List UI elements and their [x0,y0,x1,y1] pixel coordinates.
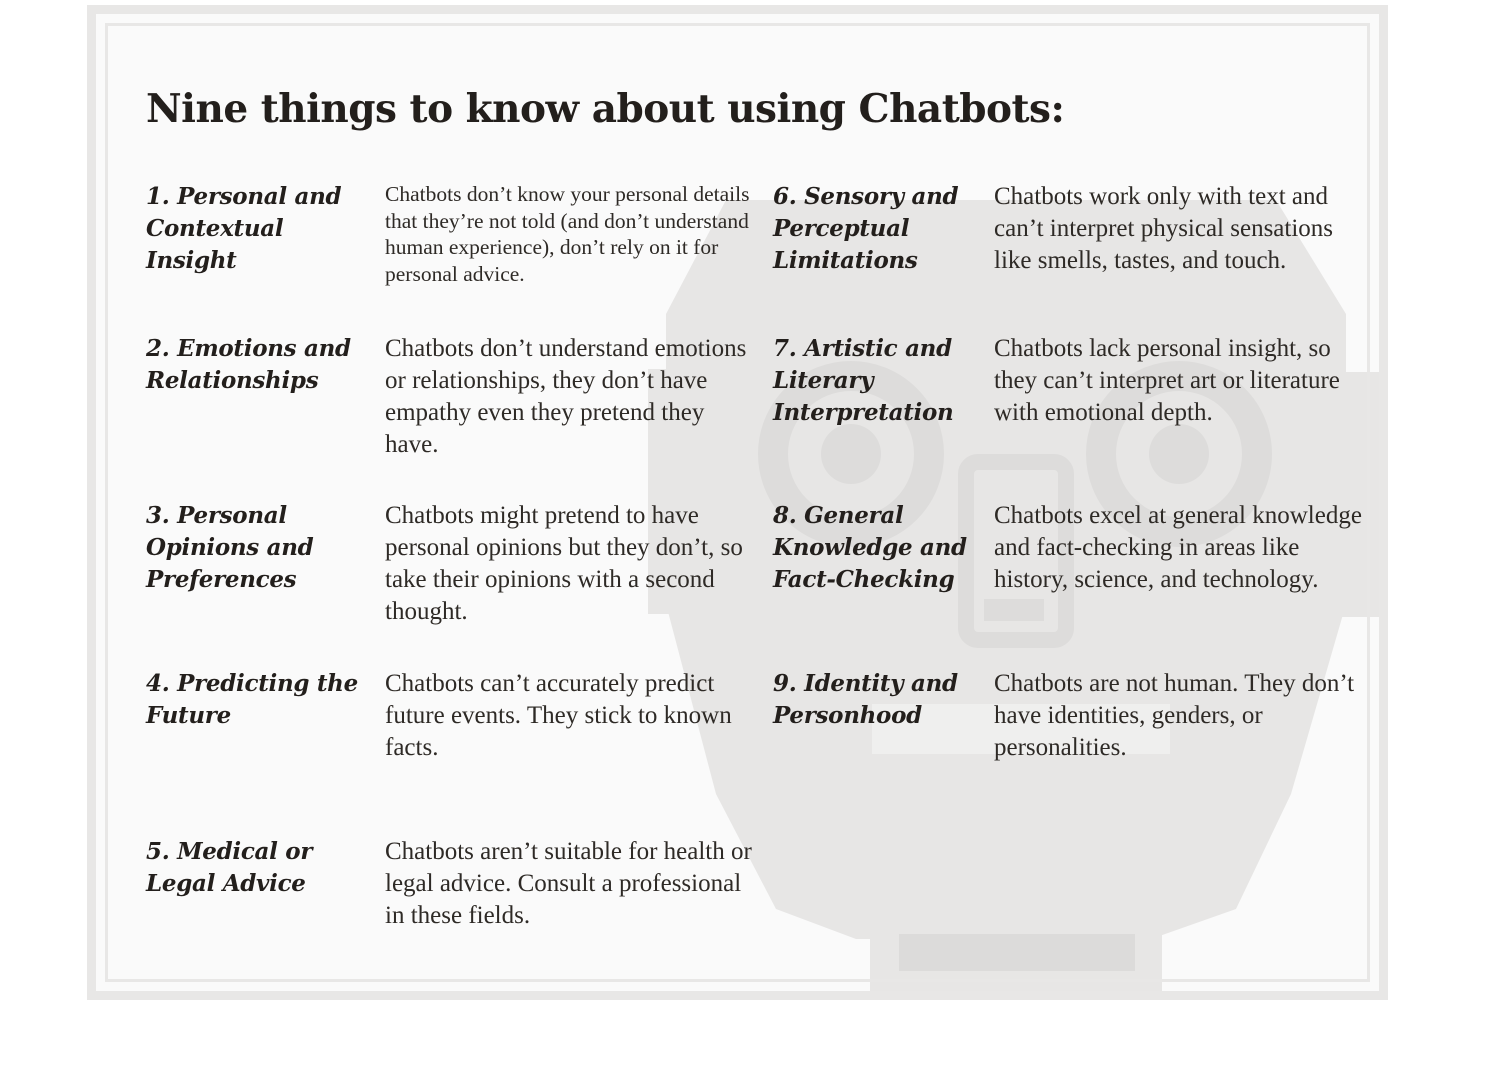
item-label: 7. Artistic and Literary Interpretation [773,335,954,426]
item-label: 9. Identity and Personhood [773,670,958,729]
page-title: Nine things to know about using Chatbots… [146,86,1065,132]
infographic-frame: Nine things to know about using Chatbots… [87,5,1388,1000]
item-description: Chatbots can’t accurately predict future… [385,670,732,761]
item-description: Chatbots don’t understand emotions or re… [385,335,747,458]
item-label: 3. Personal Opinions and Preferences [146,502,314,593]
inner-border [105,23,1370,982]
item-label: 6. Sensory and Perceptual Limitations [773,183,959,274]
item-description: Chatbots might pretend to have personal … [385,502,743,625]
item-label: 1. Personal and Contextual Insight [146,183,342,274]
item-label: 2. Emotions and Relationships [146,335,351,394]
item-description: Chatbots are not human. They don’t have … [994,670,1355,761]
item-label: 8. General Knowledge and Fact-Checking [773,502,967,593]
item-description: Chatbots excel at general knowledge and … [994,502,1362,593]
item-description: Chatbots don’t know your personal detail… [385,182,750,286]
item-label: 4. Predicting the Future [146,670,358,729]
item-description: Chatbots lack personal insight, so they … [994,335,1340,426]
item-label: 5. Medical or Legal Advice [146,838,313,897]
item-description: Chatbots aren’t suitable for health or l… [385,838,752,929]
item-description: Chatbots work only with text and can’t i… [994,183,1334,274]
robot-head-watermark-icon [648,200,1379,991]
